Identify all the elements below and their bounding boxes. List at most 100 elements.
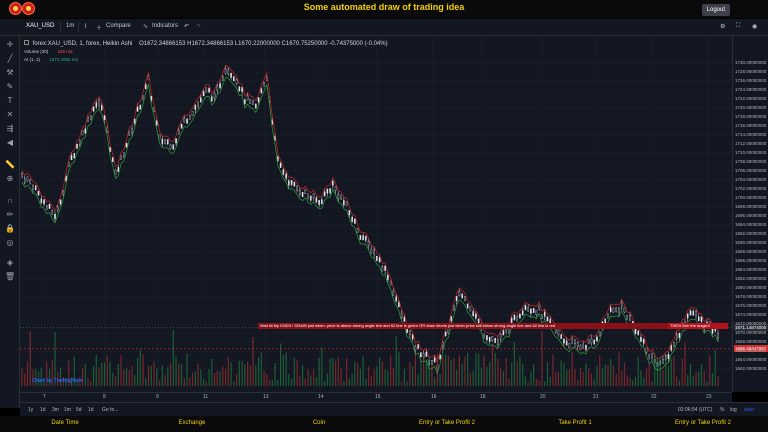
zoom-in-icon[interactable]: ⊕ xyxy=(6,174,14,183)
range-5d[interactable]: 5d xyxy=(76,407,82,413)
candle-body xyxy=(370,248,373,254)
candle-body xyxy=(114,169,117,175)
volume-bar xyxy=(65,378,67,386)
price-tick-label: 1690.00000000 xyxy=(735,240,767,245)
volume-bar xyxy=(634,376,637,386)
candle-body xyxy=(26,176,29,182)
candle-body xyxy=(180,123,183,129)
text-tool-icon[interactable]: T xyxy=(7,96,13,105)
volume-bar xyxy=(164,374,166,386)
time-tick-label: 9 xyxy=(156,394,159,400)
candle-body xyxy=(103,115,106,120)
auto-toggle[interactable]: auto xyxy=(744,407,754,413)
settings-gear-icon[interactable]: ⚙ xyxy=(720,24,726,30)
trash-icon[interactable]: 🗑 xyxy=(5,272,16,281)
goto-button[interactable]: Go to... xyxy=(102,407,119,413)
volume-bar xyxy=(497,358,499,386)
tradingview-watermark[interactable]: Chart by TradingView xyxy=(32,378,84,384)
candle-body xyxy=(213,93,216,99)
volume-bar xyxy=(700,364,703,386)
candle-body xyxy=(191,111,194,116)
volume-bar xyxy=(395,336,397,386)
pattern-tool-icon[interactable]: ✕ xyxy=(6,110,14,119)
time-axis[interactable]: 7 8 9 11 13 14 15 16 18 20 21 22 23 xyxy=(20,392,732,402)
arrow-back-icon[interactable]: ◀ xyxy=(6,138,14,147)
volume-bar xyxy=(202,378,205,386)
chart-legend: forex:XAU_USD, 1, forex, Heikin Ashi O16… xyxy=(24,40,388,47)
price-tick-label: 1726.00000000 xyxy=(735,78,767,83)
percent-toggle[interactable]: % xyxy=(720,407,725,413)
range-1m[interactable]: 1m xyxy=(64,407,71,413)
compare-button[interactable]: Compare xyxy=(106,23,131,29)
volume-bar xyxy=(384,369,386,386)
compare-icon[interactable]: ＋ xyxy=(96,26,103,32)
magnet-icon[interactable]: ∩ xyxy=(7,196,13,205)
volume-bar xyxy=(717,376,719,386)
volume-bar xyxy=(472,371,474,386)
price-tick-label: 1724.00000000 xyxy=(735,87,767,92)
candle-body xyxy=(488,336,491,342)
range-1d-a[interactable]: 1d xyxy=(40,407,46,413)
candle-body xyxy=(560,334,562,340)
ai-line-red xyxy=(21,65,719,364)
range-1d-b[interactable]: 1d xyxy=(88,407,94,413)
log-toggle[interactable]: log xyxy=(730,407,737,413)
range-3m[interactable]: 3m xyxy=(52,407,59,413)
stay-in-drawing-icon[interactable]: ✏ xyxy=(6,210,14,219)
indicators-button[interactable]: Indicators xyxy=(152,23,179,29)
volume-bar xyxy=(552,354,554,386)
snapshot-camera-icon[interactable]: ◉ xyxy=(752,24,758,30)
price-tick-label: 1722.00000000 xyxy=(735,96,767,101)
volume-bar xyxy=(48,368,51,386)
ruler-icon[interactable]: 📏 xyxy=(5,160,15,169)
brush-icon[interactable]: ✎ xyxy=(6,82,14,91)
volume-bar xyxy=(285,352,287,386)
crosshair-icon[interactable]: ✛ xyxy=(6,40,14,49)
candle-body xyxy=(51,210,54,215)
logout-button[interactable]: Logout xyxy=(701,4,730,16)
volume-bar xyxy=(527,381,529,386)
price-axis[interactable]: 1671.14874000 1666.49447057 1730.0000000… xyxy=(732,36,768,392)
volume-bar xyxy=(211,359,213,386)
symbol-search[interactable]: XAU_USD xyxy=(26,23,55,29)
candle-body xyxy=(431,360,433,365)
candle-body xyxy=(472,311,474,317)
lock-icon[interactable]: 🔒 xyxy=(5,224,15,233)
indicators-icon[interactable]: ∿ xyxy=(143,24,149,30)
layers-icon[interactable]: ◈ xyxy=(6,258,14,267)
candle-body xyxy=(590,338,593,344)
undo-icon[interactable]: ↶ xyxy=(184,24,190,30)
fullscreen-icon[interactable]: ⛶ xyxy=(736,23,741,29)
candle-body xyxy=(73,153,76,158)
volume-bar xyxy=(502,371,505,386)
candle-body xyxy=(169,144,172,150)
volume-bar xyxy=(139,350,141,386)
candle-body xyxy=(587,339,590,345)
divider xyxy=(78,22,79,32)
trend-line-icon[interactable]: ╱ xyxy=(7,54,13,63)
candle-body xyxy=(48,203,51,209)
candle-body xyxy=(502,330,505,336)
price-tick-label: 1702.00000000 xyxy=(735,186,767,191)
interval-selector[interactable]: 1m xyxy=(66,23,75,29)
redo-icon[interactable]: ↷ xyxy=(196,24,202,30)
volume-bar xyxy=(568,369,571,386)
volume-bar xyxy=(711,372,714,386)
volume-bar xyxy=(516,361,518,386)
volume-bar xyxy=(161,365,163,386)
volume-bar xyxy=(654,352,656,386)
volume-bar xyxy=(494,352,496,386)
volume-bar xyxy=(307,369,309,386)
prediction-tool-icon[interactable]: ⇶ xyxy=(6,124,14,133)
range-1y[interactable]: 1y xyxy=(28,407,34,413)
price-chart[interactable] xyxy=(20,36,732,392)
eye-icon[interactable]: ◎ xyxy=(6,238,14,247)
candle-body xyxy=(524,305,527,311)
chart-style-icon[interactable]: ⌇ xyxy=(84,24,87,30)
fib-tool-icon[interactable]: ⚒ xyxy=(6,68,14,77)
price-chart-canvas[interactable] xyxy=(20,36,732,392)
volume-bar xyxy=(299,375,301,386)
volume-legend: Volume (20) 248 n/a xyxy=(24,49,73,54)
volume-bar xyxy=(577,380,579,386)
candle-body xyxy=(329,188,331,194)
